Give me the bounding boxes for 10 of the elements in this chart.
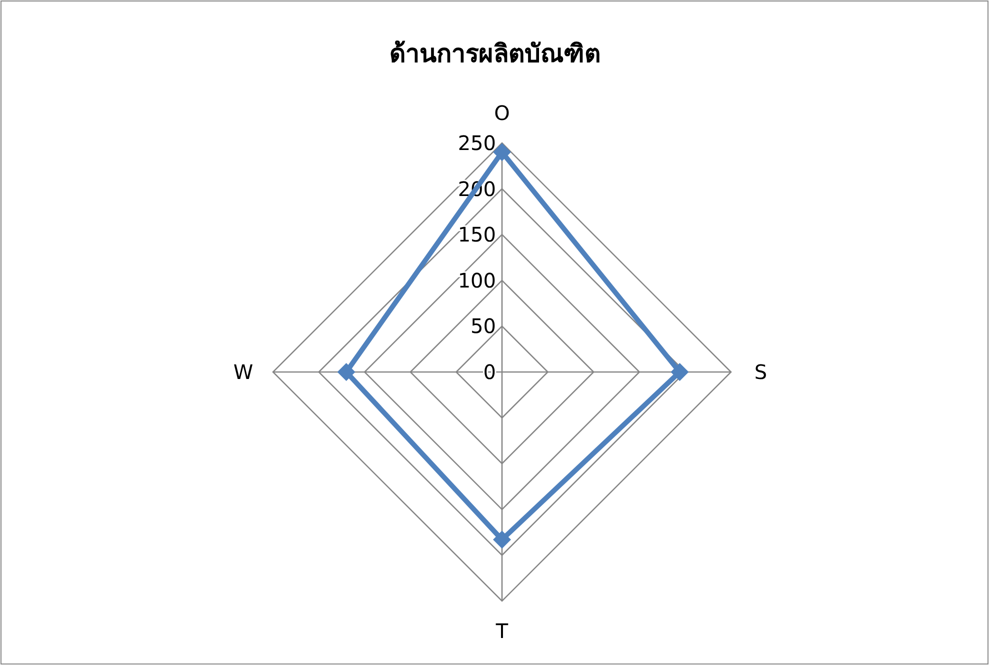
y-tick-label: 0 bbox=[483, 360, 496, 384]
spoke-label: S bbox=[754, 360, 768, 384]
spoke-label: O bbox=[494, 101, 510, 126]
spoke-label: W bbox=[233, 360, 254, 384]
chart-title: ด้านการผลิตบัณฑิต bbox=[390, 39, 600, 68]
y-tick-label: 50 bbox=[470, 314, 496, 338]
y-tick-label: 100 bbox=[458, 268, 496, 292]
y-tick-label: 150 bbox=[458, 222, 496, 247]
y-tick-label: 250 bbox=[458, 131, 496, 155]
spoke-label: T bbox=[494, 618, 509, 643]
